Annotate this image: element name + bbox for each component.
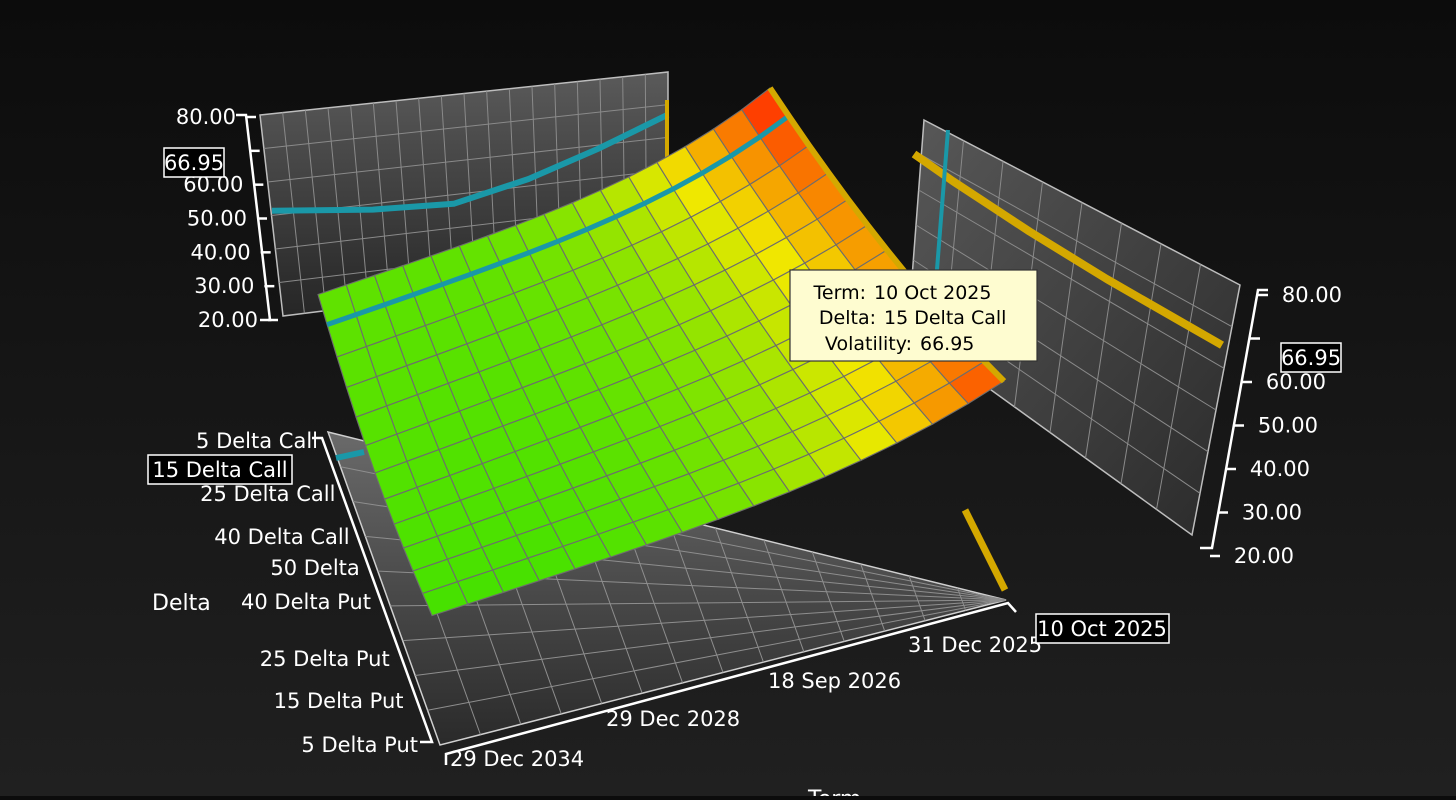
z-tick-label: 40.00 [1250,457,1310,481]
delta-tick-label: 40 Delta Put [241,590,371,614]
floor-delta-line [335,449,365,461]
delta-tick-labels: 5 Delta Call 25 Delta Call 40 Delta Call 50… [196,429,418,757]
grid-line [263,104,669,149]
tooltip-vol-label: Volatility: [825,333,912,355]
grid-line [415,599,1007,676]
tooltip-delta-value: 15 Delta Call [884,307,1006,329]
grid-line [763,539,805,652]
svg-text:66.95: 66.95 [164,151,224,175]
right-selection-line [934,129,950,283]
svg-text:15 Delta Call: 15 Delta Call [152,458,287,482]
delta-tick-label: 15 Delta Put [274,689,404,713]
term-tick-label: 18 Sep 2026 [768,669,901,693]
term-axis [444,601,1017,765]
term-slice-projection [271,111,670,214]
grid-line [915,224,1217,411]
delta-tick-label: 40 Delta Call [214,525,349,549]
grid-line [427,599,1007,711]
term-tick-label: 29 Dec 2034 [450,747,584,771]
grid-line [908,575,926,621]
z-tick-label: 40.00 [191,240,251,264]
term-axis-title: Term [807,787,861,796]
right-z-axis [1200,288,1268,550]
tooltip-vol-value: 66.95 [920,333,974,355]
z-tick-label: 20.00 [1234,544,1294,568]
delta-tick-label: 25 Delta Call [200,482,335,506]
svg-text:10 Oct 2025: 10 Oct 2025 [1037,617,1167,641]
grid-line [860,563,886,632]
delta-axis-title: Delta [152,591,211,616]
svg-text:66.95: 66.95 [1281,346,1341,370]
z-tick-label: 80.00 [1282,283,1342,307]
z-tick-label: 60.00 [1266,370,1326,394]
surface-selected-delta-line [326,113,791,327]
tooltip: Term: 10 Oct 2025 Delta: 15 Delta Call V… [789,269,1038,362]
z-tick-label: 30.00 [194,274,254,298]
term-tick-label: 29 Dec 2028 [606,707,740,731]
right-z-marker: 66.95 [1280,342,1342,373]
tooltip-delta-label: Delta: [819,307,876,329]
term-tick-label: 31 Dec 2025 [908,633,1042,657]
term-tick-labels: 29 Dec 2034 29 Dec 2028 18 Sep 2026 31 Dec … [450,633,1042,771]
z-tick-label: 50.00 [1258,414,1318,438]
grid-line [390,599,1007,607]
floor-selection-line [961,508,1009,592]
term-marker: 10 Oct 2025 [1035,613,1170,644]
delta-marker: 15 Delta Call [147,454,293,485]
delta-tick-label: 5 Delta Put [301,733,418,757]
tooltip-term-label: Term: [813,282,866,304]
z-tick-label: 80.00 [176,105,236,129]
grid-line [666,515,724,673]
grid-line [918,189,1225,369]
delta-slice-projection [911,150,1224,349]
delta-tick-label: 50 Delta [270,556,359,580]
grid-line [402,599,1007,642]
z-tick-label: 20.00 [198,308,258,332]
right-z-tick-labels: 20.00 30.00 40.00 50.00 60.00 80.00 [1210,283,1342,568]
grid-line [921,154,1233,328]
delta-axis [312,436,434,744]
delta-tick-label: 25 Delta Put [260,647,390,671]
grid-line [957,587,967,611]
grid-line [811,551,845,642]
z-tick-label: 50.00 [187,207,247,231]
z-tick-label: 30.00 [1242,501,1302,525]
tooltip-term-value: 10 Oct 2025 [874,282,991,304]
grid-line [714,527,764,663]
left-z-marker: 66.95 [163,147,225,178]
delta-tick-label: 5 Delta Call [196,429,318,453]
